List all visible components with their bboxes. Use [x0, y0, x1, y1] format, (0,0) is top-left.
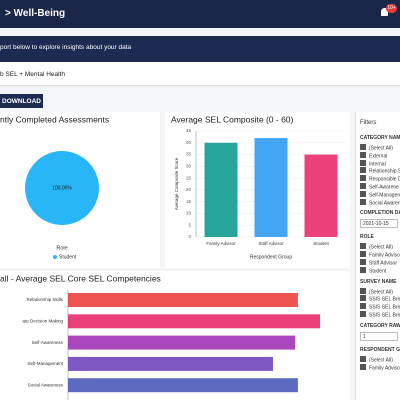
filter-input[interactable]: 2021-10-15 — [360, 219, 398, 229]
y-tick-label: 35 — [186, 152, 192, 157]
y-tick-label: 0 — [188, 234, 191, 239]
filter-label: CATEGORY NAM — [360, 135, 400, 141]
tab-bar: b SEL + Mental Health — [0, 62, 400, 86]
banner: port below to explore insights about you… — [0, 36, 400, 62]
pie-slice — [25, 151, 99, 225]
data-label: 100.00% — [52, 185, 72, 191]
tab[interactable]: b SEL + Mental Health — [0, 71, 65, 78]
top-bar: > Well-Being — [0, 0, 400, 28]
banner-text: port below to explore insights about you… — [0, 44, 132, 51]
bar — [68, 356, 273, 371]
filter-checkbox[interactable]: SSIS SEL Brie — [360, 311, 400, 319]
y-tick-label: Self-Management — [27, 361, 63, 366]
bar — [68, 378, 298, 393]
page-title: > Well-Being — [5, 8, 66, 19]
filters-title: Filters — [360, 120, 377, 126]
filter-checkbox[interactable]: Internal — [360, 160, 400, 168]
y-tick-label: ate Decision Making — [22, 318, 63, 323]
y-tick-label: 25 — [186, 175, 192, 180]
x-tick-label: Student — [313, 241, 329, 246]
bar — [204, 142, 238, 237]
y-tick-label: 40 — [186, 140, 192, 145]
y-tick-label: Relationship Skills — [26, 297, 63, 302]
filter-checkbox[interactable]: Responsible D — [360, 175, 400, 183]
filter-checkbox[interactable]: SSIS SEL Brie — [360, 295, 400, 303]
bar — [254, 138, 288, 237]
x-tick-label: Family Advisor — [206, 241, 236, 246]
filter-checkbox[interactable]: (Select All) — [360, 144, 400, 152]
filter-checkbox[interactable]: Social Awarene — [360, 199, 400, 207]
filter-checkbox[interactable]: Relationship S — [360, 167, 400, 175]
download-button[interactable]: DOWNLOAD — [0, 94, 43, 108]
legend-swatch — [53, 255, 57, 259]
notification-bell[interactable] — [381, 8, 388, 16]
bar — [68, 335, 296, 350]
filter-checkbox[interactable]: Student — [360, 267, 400, 275]
y-tick-label: 15 — [186, 199, 192, 204]
filter-input[interactable]: 1 — [360, 331, 398, 341]
filter-label: COMPLETION DA — [360, 210, 400, 217]
filter-checkbox[interactable]: Family Advisor — [360, 364, 400, 372]
filter-checkbox[interactable]: Self-Awarene — [360, 183, 400, 191]
filter-label: ROLE — [360, 234, 374, 241]
legend-label: Student — [59, 254, 77, 260]
chart-title: ntly Completed Assessments — [0, 114, 109, 124]
filter-checkbox[interactable]: (Select All) — [360, 288, 400, 296]
filter-checkbox[interactable]: External — [360, 152, 400, 160]
filter-checkbox[interactable]: Family Advisor — [360, 251, 400, 259]
y-axis-label: Average Composite Score — [174, 157, 179, 210]
filter-checkbox[interactable]: Staff Advisor — [360, 259, 400, 267]
y-tick-label: 45 — [186, 128, 192, 133]
chart-title: all - Average SEL Core SEL Competencies — [0, 273, 161, 283]
filter-label: CATEGORY RAW — [360, 322, 400, 329]
chart-title: Average SEL Composite (0 - 60) — [171, 114, 294, 124]
legend-title: Role — [56, 245, 67, 251]
bar — [68, 293, 298, 307]
filter-label: RESPONDENT GR — [360, 346, 400, 353]
y-tick-label: 5 — [188, 222, 191, 227]
filter-checkbox[interactable]: SSIS SEL Brie — [360, 303, 400, 311]
filter-label: SURVEY NAME — [360, 278, 397, 285]
filter-checkbox[interactable]: Self-Managen — [360, 191, 400, 199]
bar — [68, 314, 321, 329]
y-tick-label: Social Awareness — [28, 382, 64, 387]
y-tick-label: Self-Awareness — [32, 340, 64, 345]
filters-panel: Filters CATEGORY NAM (Select All) External… — [355, 112, 400, 400]
y-tick-label: 30 — [186, 164, 192, 169]
notification-badge: 10+ — [386, 4, 397, 13]
y-tick-label: 20 — [186, 187, 192, 192]
filter-checkbox[interactable]: (Select All) — [360, 356, 400, 364]
x-axis-label: Respondent Group — [250, 254, 292, 260]
filter-checkbox[interactable]: (Select All) — [360, 243, 400, 251]
bar — [304, 154, 338, 237]
x-tick-label: Staff Advisor — [258, 241, 284, 246]
y-tick-label: 10 — [186, 211, 192, 216]
